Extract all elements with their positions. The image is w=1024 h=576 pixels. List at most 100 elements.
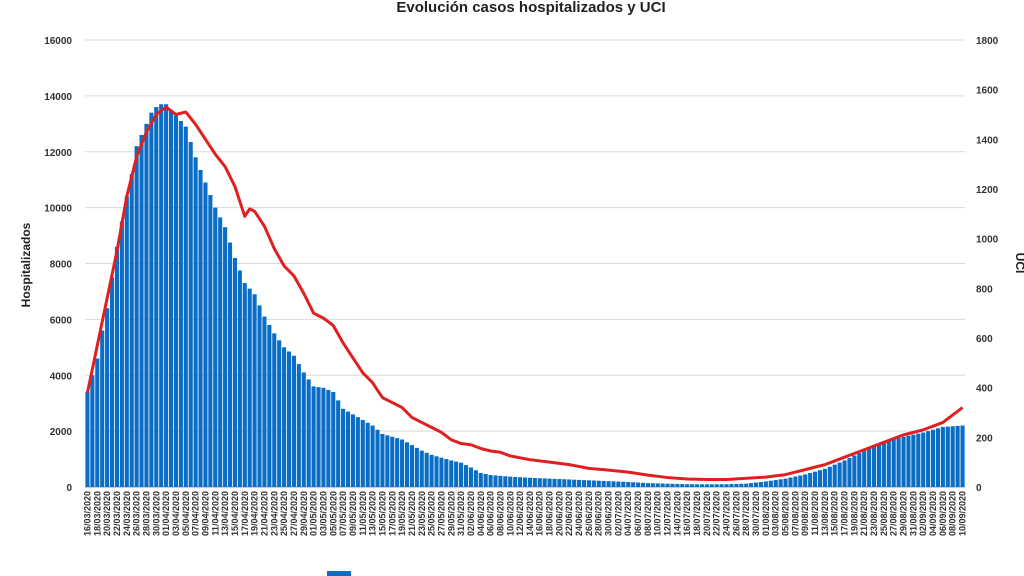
bar bbox=[183, 126, 188, 487]
bar bbox=[542, 478, 547, 487]
y2-tick-label: 600 bbox=[976, 334, 993, 345]
bar bbox=[817, 470, 823, 487]
x-tick-label: 07/04/2020 bbox=[191, 491, 201, 536]
x-tick-label: 08/07/2020 bbox=[643, 491, 653, 536]
y-tick-label: 12000 bbox=[44, 148, 72, 159]
x-tick-label: 09/04/2020 bbox=[200, 491, 210, 536]
bar bbox=[680, 484, 685, 487]
bar bbox=[867, 448, 872, 487]
x-tick-label: 25/05/2020 bbox=[427, 491, 437, 536]
bar bbox=[355, 417, 360, 487]
bar bbox=[930, 429, 936, 487]
bar bbox=[601, 480, 606, 487]
x-tick-label: 19/04/2020 bbox=[250, 491, 260, 536]
x-tick-label: 17/08/2020 bbox=[840, 491, 850, 536]
uci-line bbox=[85, 105, 964, 482]
x-tick-label: 01/04/2020 bbox=[161, 491, 171, 536]
bar bbox=[306, 379, 311, 487]
y-axis-label: Hospitalizados bbox=[19, 222, 33, 307]
x-tick-label: 01/08/2020 bbox=[761, 491, 771, 536]
y2-axis-label: UCI bbox=[1013, 253, 1024, 274]
x-tick-label: 18/03/2020 bbox=[92, 491, 102, 536]
bar bbox=[149, 112, 154, 487]
bar bbox=[296, 364, 301, 487]
bar bbox=[498, 475, 503, 487]
bar bbox=[886, 440, 891, 487]
bar-series bbox=[85, 104, 965, 488]
x-tick-label: 20/03/2020 bbox=[102, 491, 112, 536]
bar bbox=[178, 121, 183, 488]
bar bbox=[404, 442, 410, 487]
x-tick-label: 15/08/2020 bbox=[830, 491, 840, 536]
bar bbox=[881, 442, 886, 487]
x-tick-label: 01/05/2020 bbox=[309, 491, 319, 536]
x-tick-label: 06/07/2020 bbox=[633, 491, 643, 536]
bar bbox=[621, 481, 626, 487]
bar bbox=[950, 426, 955, 487]
x-tick-label: 16/07/2020 bbox=[682, 491, 692, 536]
bar bbox=[232, 257, 238, 487]
bar bbox=[144, 123, 149, 487]
bar bbox=[468, 467, 473, 487]
y2-tick-label: 200 bbox=[976, 433, 993, 444]
bar bbox=[518, 477, 523, 487]
bar bbox=[227, 242, 233, 487]
bar bbox=[532, 477, 537, 487]
x-tick-label: 14/06/2020 bbox=[525, 491, 535, 536]
x-tick-label: 18/06/2020 bbox=[545, 491, 555, 536]
bar bbox=[336, 400, 341, 487]
y2-tick-label: 1800 bbox=[976, 36, 999, 47]
line-series bbox=[85, 105, 964, 482]
bar bbox=[449, 460, 454, 487]
x-tick-label: 31/08/2020 bbox=[908, 491, 918, 536]
bar bbox=[660, 483, 665, 487]
x-tick-label: 02/09/2020 bbox=[918, 491, 928, 536]
bar bbox=[242, 283, 247, 487]
x-tick-label: 05/05/2020 bbox=[328, 491, 338, 536]
bar bbox=[562, 479, 567, 487]
bar bbox=[670, 483, 675, 487]
bar bbox=[321, 387, 326, 487]
bar bbox=[631, 482, 636, 487]
bar bbox=[345, 411, 351, 487]
bar bbox=[213, 207, 218, 487]
bar bbox=[409, 445, 414, 487]
x-tick-label: 13/08/2020 bbox=[820, 491, 830, 536]
y2-axis-ticks: 0 200 400 600 800 1000 1200 1400 1600 1800 bbox=[976, 36, 999, 494]
bar bbox=[695, 484, 700, 487]
x-tick-label: 30/06/2020 bbox=[604, 491, 614, 536]
bar bbox=[842, 460, 847, 487]
bar bbox=[508, 476, 513, 487]
bar bbox=[223, 227, 228, 487]
x-axis-ticks: 16/03/2020 18/03/2020 20/03/2020 22/03/2020… bbox=[82, 491, 967, 536]
bar bbox=[198, 169, 203, 488]
y2-tick-label: 0 bbox=[976, 483, 982, 494]
bar bbox=[768, 480, 773, 487]
x-tick-label: 22/03/2020 bbox=[112, 491, 122, 536]
bar bbox=[159, 104, 164, 487]
x-tick-label: 25/08/2020 bbox=[879, 491, 889, 536]
x-tick-label: 27/05/2020 bbox=[436, 491, 446, 536]
chart-title: Evolución casos hospitalizados y UCI bbox=[396, 0, 665, 16]
x-tick-label: 10/09/2020 bbox=[958, 491, 968, 536]
bar bbox=[901, 436, 906, 487]
bar bbox=[788, 477, 793, 487]
y-axis-ticks: 0 2000 4000 6000 8000 10000 12000 14000 16000 bbox=[44, 36, 72, 494]
bar bbox=[282, 347, 287, 487]
bar bbox=[832, 464, 837, 487]
x-tick-label: 08/09/2020 bbox=[948, 491, 958, 536]
bar bbox=[808, 473, 813, 487]
bar bbox=[685, 484, 690, 487]
x-tick-label: 20/06/2020 bbox=[554, 491, 564, 536]
bar bbox=[871, 446, 877, 487]
x-tick-label: 11/05/2020 bbox=[358, 491, 368, 536]
bar bbox=[778, 479, 783, 487]
bar bbox=[626, 481, 631, 487]
bar bbox=[557, 479, 562, 487]
bar bbox=[493, 475, 498, 487]
bar bbox=[650, 483, 655, 487]
x-tick-label: 10/06/2020 bbox=[505, 491, 515, 536]
x-tick-label: 25/04/2020 bbox=[279, 491, 289, 536]
bar bbox=[911, 434, 916, 487]
bar bbox=[857, 453, 862, 487]
